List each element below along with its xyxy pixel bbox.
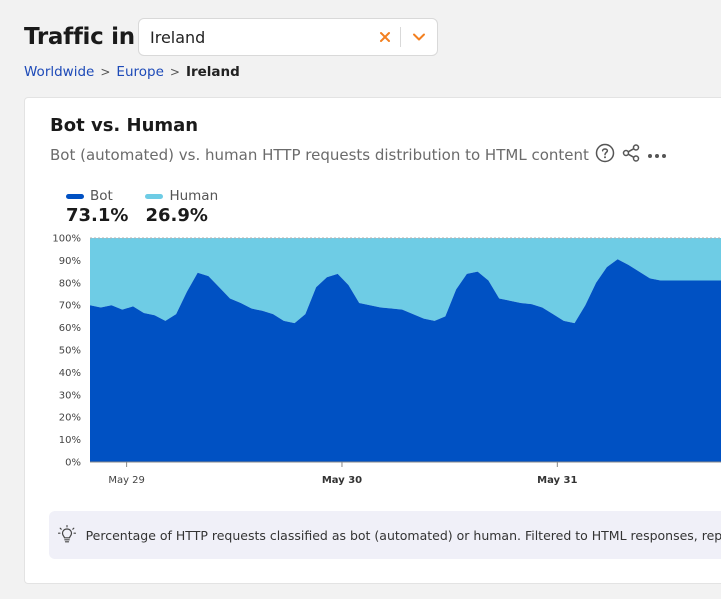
card-subtitle: Bot (automated) vs. human HTTP requests …: [50, 143, 667, 167]
breadcrumb-link-europe[interactable]: Europe: [116, 64, 164, 80]
x-tick-label: May 31: [537, 475, 577, 486]
legend-item-human[interactable]: Human 26.9%: [145, 188, 218, 226]
y-tick-label: 70%: [59, 301, 81, 312]
legend-label-bot: Bot: [90, 188, 113, 204]
legend-swatch-human: [145, 193, 164, 199]
page-title: Traffic in: [24, 24, 135, 50]
info-text: Percentage of HTTP requests classified a…: [85, 527, 721, 543]
bot-area: [90, 259, 721, 462]
location-select-value[interactable]: Ireland: [150, 27, 206, 47]
lightbulb-icon: [49, 525, 86, 545]
chevron-down-icon[interactable]: [401, 19, 437, 55]
breadcrumb-link-worldwide[interactable]: Worldwide: [24, 64, 95, 80]
x-tick-label: May 30: [322, 475, 362, 486]
close-icon[interactable]: [370, 19, 400, 55]
legend-value-human: 26.9%: [145, 205, 208, 226]
breadcrumb-current: Ireland: [185, 64, 240, 80]
y-tick-label: 90%: [59, 256, 81, 267]
legend-swatch-bot: [66, 193, 84, 199]
card-subtitle-text: Bot (automated) vs. human HTTP requests …: [50, 146, 589, 164]
location-select[interactable]: Ireland: [138, 18, 438, 56]
human-area: [90, 238, 721, 324]
y-tick-label: 100%: [52, 234, 81, 245]
y-tick-label: 40%: [59, 368, 81, 379]
card-title: Bot vs. Human: [50, 115, 199, 136]
bot-vs-human-chart: 0% 10% 20% 30% 40% 50% 60% 70% 80% 90% 100% May 29 M…: [52, 234, 721, 486]
legend-item-bot[interactable]: Bot 73.1%: [66, 188, 128, 226]
chevron-right-icon: >: [169, 65, 180, 79]
more-icon[interactable]: [647, 146, 667, 164]
share-icon[interactable]: [621, 143, 641, 167]
chart-legend: Bot 73.1% Human 26.9%: [66, 188, 218, 226]
chevron-right-icon: >: [100, 65, 111, 79]
y-tick-label: 0%: [65, 458, 81, 469]
select-divider: [400, 27, 401, 47]
y-tick-label: 20%: [59, 413, 81, 424]
y-tick-label: 50%: [59, 346, 81, 357]
y-tick-label: 60%: [59, 323, 81, 334]
x-tick-label: May 29: [108, 475, 145, 486]
help-icon[interactable]: [595, 143, 615, 167]
info-box: Percentage of HTTP requests classified a…: [49, 511, 721, 559]
y-tick-label: 10%: [59, 435, 81, 446]
y-tick-label: 80%: [59, 278, 81, 289]
page-title-row: Traffic in: [24, 18, 135, 56]
y-tick-label: 30%: [59, 390, 81, 401]
legend-label-human: Human: [169, 188, 219, 204]
legend-value-bot: 73.1%: [66, 205, 129, 226]
breadcrumb: Worldwide > Europe > Ireland: [24, 64, 240, 80]
